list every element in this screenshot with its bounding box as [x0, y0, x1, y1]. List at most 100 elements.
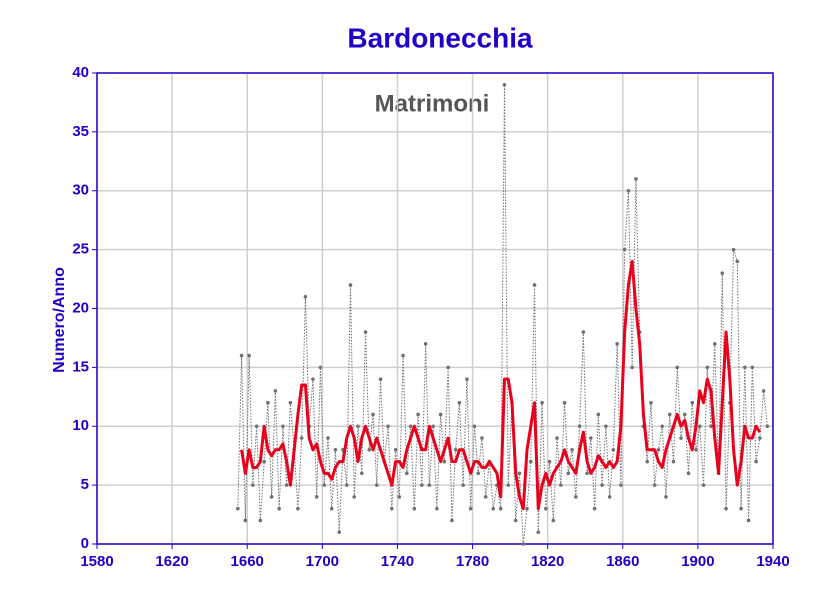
data-point [461, 483, 465, 487]
data-point [393, 448, 398, 452]
data-point [367, 448, 372, 452]
data-point [649, 400, 653, 405]
data-point [378, 377, 383, 381]
data-point [652, 483, 657, 487]
data-point [720, 271, 725, 275]
data-point [543, 506, 548, 511]
data-point [671, 459, 676, 464]
data-point [288, 400, 293, 405]
data-point [390, 506, 394, 511]
data-point [611, 448, 616, 452]
y-tick-label: 30 [72, 182, 89, 199]
data-point [239, 353, 244, 358]
x-tick-label: 1820 [531, 553, 564, 570]
data-point [743, 365, 747, 370]
data-point [337, 530, 342, 535]
data-point [551, 518, 556, 523]
data-point [356, 424, 360, 429]
data-point [401, 353, 405, 358]
data-point [502, 82, 507, 87]
data-point [574, 495, 578, 499]
data-point [506, 483, 511, 487]
data-point [311, 377, 315, 381]
data-point [359, 471, 364, 476]
chart-title: Bardonecchia [347, 22, 533, 53]
data-point [453, 448, 458, 452]
data-point [731, 247, 736, 252]
data-point [686, 471, 691, 476]
x-tick-label: 1900 [681, 553, 714, 570]
data-point [697, 424, 702, 429]
data-point [765, 424, 770, 429]
data-point [577, 424, 582, 429]
y-tick-label: 15 [72, 358, 89, 375]
data-point [540, 400, 544, 405]
data-point [405, 471, 409, 476]
data-point [273, 389, 278, 393]
x-tick-label: 1940 [756, 553, 789, 570]
data-point [528, 459, 533, 464]
data-point [525, 506, 529, 511]
data-point [607, 495, 612, 499]
x-tick-label: 1620 [155, 553, 188, 570]
data-point [547, 459, 552, 464]
data-point [251, 483, 255, 487]
data-point [457, 400, 462, 405]
data-point [570, 448, 574, 452]
data-point [739, 506, 743, 511]
data-point [431, 424, 435, 429]
data-point [476, 471, 480, 476]
data-point [258, 518, 263, 523]
x-tick-label: 1860 [606, 553, 639, 570]
data-point [679, 436, 683, 440]
data-point [701, 483, 706, 487]
data-point [709, 424, 713, 429]
data-point [581, 330, 586, 334]
data-point [420, 483, 424, 487]
data-point [585, 471, 589, 476]
y-tick-label: 5 [81, 476, 89, 493]
data-point [284, 483, 289, 487]
data-point [746, 518, 751, 523]
data-point [630, 365, 634, 370]
data-point [269, 495, 274, 499]
x-tick-label: 1740 [381, 553, 414, 570]
data-point [314, 495, 319, 499]
data-point [694, 448, 698, 452]
data-point [326, 436, 330, 440]
data-point [423, 342, 428, 346]
data-line [240, 259, 762, 511]
data-point [498, 506, 503, 511]
data-point [352, 495, 357, 499]
data-point [619, 483, 623, 487]
data-point [442, 459, 447, 464]
plot-frame [96, 72, 774, 545]
data-point [472, 424, 477, 429]
data-point [690, 400, 695, 405]
data-point [468, 506, 473, 511]
data-point [667, 412, 672, 417]
data-point [318, 365, 323, 370]
data-point [254, 424, 259, 429]
data-point [712, 342, 717, 346]
data-point [675, 365, 680, 370]
data-point [329, 506, 334, 511]
data-line [237, 84, 768, 545]
data-point [374, 483, 379, 487]
data-point [247, 353, 251, 358]
data-point [664, 495, 668, 499]
data-point [363, 330, 368, 334]
data-point [532, 283, 537, 287]
data-point [281, 424, 285, 429]
data-point [480, 436, 484, 440]
x-tick-label: 1780 [456, 553, 489, 570]
data-point [416, 412, 420, 417]
data-point [344, 483, 349, 487]
data-point [656, 448, 661, 452]
data-point [735, 259, 740, 264]
data-point [483, 495, 488, 499]
y-tick-label: 25 [72, 241, 89, 258]
data-point [243, 518, 248, 523]
data-point [408, 424, 413, 429]
